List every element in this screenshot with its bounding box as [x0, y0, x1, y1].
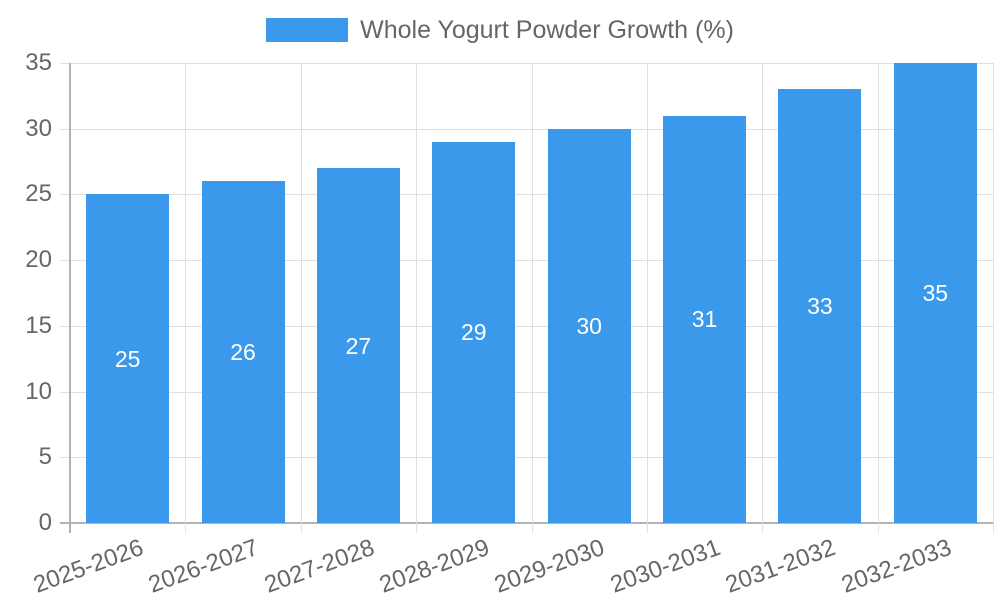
x-tick-label: 2025-2026 [29, 534, 147, 599]
y-tick-label: 25 [25, 180, 52, 208]
y-gridline [60, 194, 993, 196]
y-tick-label: 30 [25, 114, 52, 142]
bar[interactable] [547, 128, 631, 523]
x-gridline [646, 63, 648, 533]
x-gridline [416, 63, 418, 533]
x-gridline [531, 63, 533, 533]
x-tick-label: 2029-2030 [491, 534, 609, 599]
y-gridline [60, 63, 993, 64]
bar[interactable] [778, 89, 862, 523]
y-tick-label: 5 [38, 443, 52, 471]
bar[interactable] [86, 194, 170, 523]
y-gridline [60, 391, 993, 393]
legend-item[interactable]: Whole Yogurt Powder Growth (%) [0, 13, 1000, 47]
x-gridline [185, 63, 187, 533]
y-gridline [60, 457, 993, 459]
y-tick-label: 0 [38, 509, 52, 536]
y-tick-label: 10 [25, 377, 52, 405]
legend-swatch [266, 18, 349, 42]
y-gridline [60, 325, 993, 327]
bar[interactable] [663, 115, 747, 523]
x-gridline [762, 63, 764, 533]
x-axis-line [60, 522, 993, 524]
y-tick-label: 15 [25, 311, 52, 339]
x-tick-label: 2032-2033 [837, 534, 955, 599]
x-gridline [300, 63, 302, 533]
legend-label: Whole Yogurt Powder Growth (%) [360, 15, 734, 44]
y-axis-line [69, 63, 71, 533]
y-tick-label: 20 [25, 246, 52, 274]
x-tick-label: 2028-2029 [375, 534, 494, 599]
y-tick-label: 35 [25, 49, 52, 76]
x-gridline [877, 63, 879, 533]
bar[interactable] [432, 141, 516, 523]
bar[interactable] [893, 63, 977, 523]
x-tick-label: 2027-2028 [260, 534, 378, 599]
x-gridline [993, 63, 994, 533]
y-gridline [60, 128, 993, 130]
x-tick-label: 2031-2032 [722, 534, 840, 599]
x-tick-label: 2026-2027 [145, 534, 263, 599]
y-gridline [60, 260, 993, 262]
bar[interactable] [201, 181, 285, 523]
x-tick-label: 2030-2031 [606, 534, 724, 599]
bar[interactable] [316, 168, 400, 523]
